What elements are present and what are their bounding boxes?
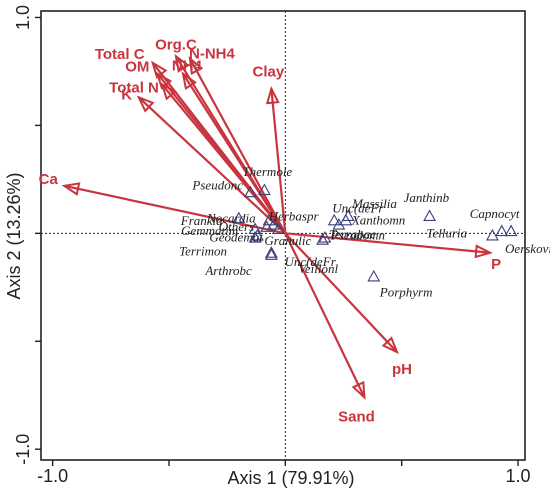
point-label-terrabac: Terrabac xyxy=(329,227,376,242)
point-label-massilia: Massilia xyxy=(351,196,397,211)
point-label-others: Others xyxy=(219,219,254,234)
point-label-pseudomn: Pseudomn xyxy=(330,228,385,243)
vector-arrowhead-ph xyxy=(381,336,399,355)
point-marker-pseudonc xyxy=(243,185,257,198)
vector-label-ph: pH xyxy=(392,361,412,378)
vector-arrowhead-total-c xyxy=(151,60,168,79)
vector-nh4 xyxy=(182,73,287,234)
point-marker-herbaspr xyxy=(267,218,281,230)
point-label-thermole: Thermole xyxy=(242,164,292,179)
point-label-nocardia: Nocardia xyxy=(206,210,256,225)
point-marker-capnocyt xyxy=(495,224,509,237)
point-label-veillonl: Veillonl xyxy=(298,261,338,276)
vector-arrowhead-ca xyxy=(61,182,81,196)
plot-frame xyxy=(40,10,526,461)
point-marker-others xyxy=(260,220,274,232)
point-label-telluria: Telluria xyxy=(426,226,467,241)
vector-arrowhead-sand xyxy=(351,380,366,400)
point-marker-arthrobc xyxy=(264,248,278,260)
vector-clay xyxy=(270,88,287,234)
point-label-pseudonc: Pseudonc xyxy=(191,177,243,192)
point-label-herbaspr: Herbaspr xyxy=(268,209,320,224)
point-marker-unc-defr xyxy=(316,233,329,245)
point-marker-veillonl xyxy=(264,246,278,258)
vector-label-n-nh4: N-NH4 xyxy=(189,45,235,62)
point-label-capnocyt: Capnocyt xyxy=(470,206,520,221)
point-marker-janthinb xyxy=(423,209,437,222)
vector-label-sand: Sand xyxy=(338,408,375,425)
x-tick-label: 1.0 xyxy=(506,466,531,486)
point-label-frankia: Frankia xyxy=(180,213,223,228)
x-axis-title: Axis 1 (79.91%) xyxy=(227,468,354,488)
point-marker-geodemat xyxy=(250,228,264,241)
point-marker-porphyrm xyxy=(367,269,381,282)
point-marker-thermole xyxy=(257,183,271,196)
point-label-janthinb: Janthinb xyxy=(404,190,450,205)
vector-arrowhead-org-c xyxy=(174,54,190,73)
vector-label-clay: Clay xyxy=(253,64,285,81)
point-label-oerskovi: Oerskovi xyxy=(505,241,550,256)
vector-label-p: P xyxy=(491,256,501,273)
point-marker-terrabac xyxy=(332,218,346,230)
vector-total-n xyxy=(161,83,287,235)
point-marker-xanthomn xyxy=(339,213,353,226)
vector-arrowhead-p xyxy=(474,244,493,259)
vector-ca xyxy=(64,184,286,235)
vector-label-ca: Ca xyxy=(39,171,59,188)
vector-arrowhead-k xyxy=(136,95,155,113)
y-tick-label: -1.0 xyxy=(13,434,33,465)
point-marker-frankia xyxy=(232,211,246,224)
vector-arrowhead-total-n xyxy=(160,82,177,101)
point-label-granulic: Granulic xyxy=(264,233,311,248)
point-label-porphyrm: Porphyrm xyxy=(379,285,433,300)
point-label-gemmatim: Gemmatim xyxy=(181,223,238,238)
point-marker-oerskovi xyxy=(504,224,518,237)
point-marker-telluria xyxy=(485,228,499,241)
vector-arrowhead-om xyxy=(155,71,173,90)
point-marker-unc-defr xyxy=(327,213,341,226)
point-marker-pseudomn xyxy=(318,231,332,243)
vector-label-total-c: Total C xyxy=(95,46,145,63)
vector-sand xyxy=(284,232,366,398)
vector-ph xyxy=(284,232,398,353)
vector-arrowhead-nh4 xyxy=(181,71,197,90)
point-label-terrimon: Terrimon xyxy=(179,244,227,259)
point-label-unc-defr: Unc(deFr xyxy=(285,254,337,269)
vector-n-nh4 xyxy=(188,57,287,234)
vector-label-k: K xyxy=(121,86,132,103)
vector-label-total-n: Total N xyxy=(109,79,159,96)
vector-k xyxy=(137,96,287,235)
point-label-xanthomn: Xanthomn xyxy=(351,212,405,227)
vector-arrowhead-n-nh4 xyxy=(188,56,204,75)
vector-label-om: OM xyxy=(125,59,149,76)
point-marker-granulic xyxy=(271,222,285,234)
vector-label-org-c: Org.C xyxy=(155,36,197,53)
y-axis-title: Axis 2 (13.26%) xyxy=(4,172,24,299)
vector-p xyxy=(285,232,491,254)
vector-arrowhead-clay xyxy=(265,85,280,105)
x-tick-label: -1.0 xyxy=(37,466,68,486)
point-label-unc-defr: Unc(deFr xyxy=(332,200,384,215)
y-tick-label: 1.0 xyxy=(13,5,33,30)
point-label-arthrobc: Arthrobc xyxy=(204,263,252,278)
axis-ticks: -1.0 1.0 1.0 -1.0 xyxy=(13,5,531,486)
point-marker-terrimon xyxy=(248,231,262,243)
